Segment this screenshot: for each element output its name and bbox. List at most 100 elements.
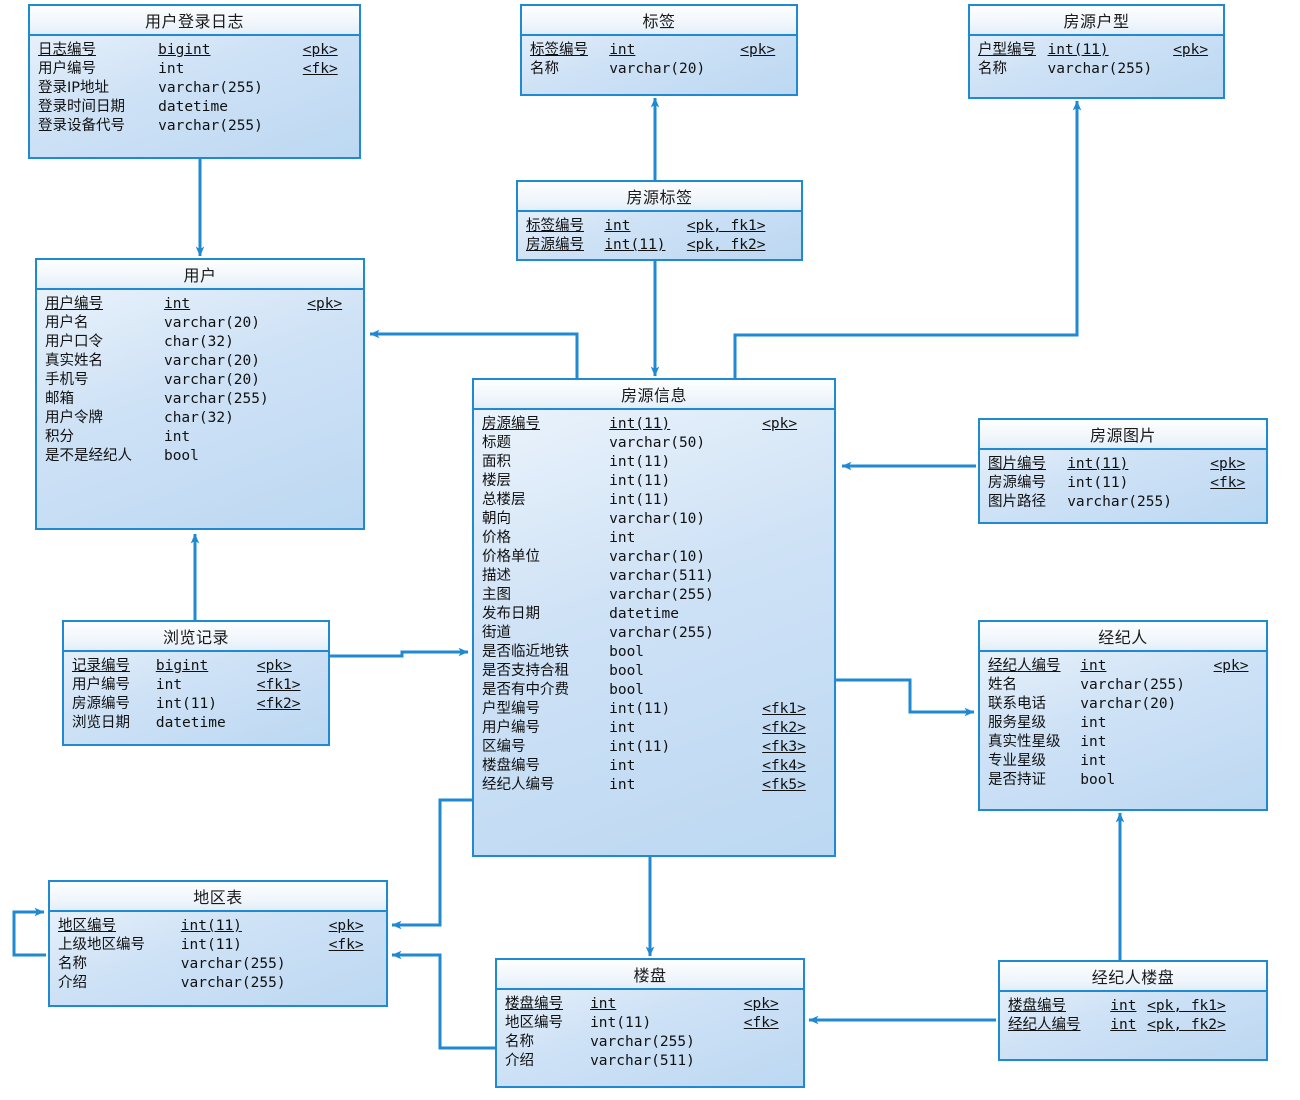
- attribute-name: 标签编号: [530, 42, 588, 58]
- attribute-key-badge: [762, 491, 826, 510]
- entity-house_layout[interactable]: 房源户型 户型编号 int(11) <pk> 名称 varchar(255): [968, 4, 1225, 99]
- attribute-key-badge: [1173, 60, 1215, 79]
- entity-body-house_layout: 户型编号 int(11) <pk> 名称 varchar(255): [970, 36, 1223, 85]
- entity-title-agent: 经纪人: [1098, 628, 1148, 647]
- attribute-type: varchar(20): [163, 372, 260, 388]
- attribute-row: 图片路径 varchar(255): [988, 493, 1258, 512]
- entity-body-house_tag: 标签编号 int <pk, fk1> 房源编号 int(11) <pk, fk2>: [518, 212, 801, 261]
- attribute-type: varchar(255): [1067, 494, 1172, 510]
- attribute-type: int(11): [590, 1015, 652, 1031]
- attribute-name: 名称: [978, 61, 1007, 77]
- attribute-type: int: [1080, 753, 1107, 769]
- entity-body-user_login_log: 日志编号 bigint <pk> 用户编号 int <fk> 登录IP地址 varchar(2…: [30, 36, 359, 142]
- entity-browse_record[interactable]: 浏览记录 记录编号 bigint <pk> 用户编号 int <fk1> 房源编号 int(11…: [62, 620, 330, 746]
- attribute-row: 发布日期 datetime: [482, 605, 826, 624]
- attribute-key-badge: <pk, fk1>: [686, 218, 766, 234]
- attribute-row: 标签编号 int <pk, fk1>: [526, 217, 793, 236]
- attribute-key-badge: <pk>: [743, 996, 779, 1012]
- attribute-type: datetime: [609, 606, 679, 622]
- attribute-name: 楼盘编号: [1008, 998, 1066, 1014]
- attribute-name: 真实性星级: [988, 734, 1061, 750]
- attribute-key-badge: <pk>: [302, 42, 338, 58]
- entity-house_image[interactable]: 房源图片 图片编号 int(11) <pk> 房源编号 int(11) <fk> 图片路径 va…: [978, 418, 1268, 524]
- attribute-type: int(11): [609, 739, 671, 755]
- attribute-row: 街道 varchar(255): [482, 624, 826, 643]
- attribute-type: int(11): [609, 416, 671, 432]
- attribute-key-badge: <pk>: [328, 918, 364, 934]
- link-region-self: [12, 907, 46, 957]
- attribute-key-badge: [307, 371, 355, 390]
- entity-agent_estate[interactable]: 经纪人楼盘 楼盘编号 int <pk, fk1> 经纪人编号 int <pk, fk2>: [998, 960, 1268, 1061]
- attribute-type: int: [1080, 715, 1107, 731]
- attribute-row: 经纪人编号 int <pk, fk2>: [1008, 1016, 1258, 1035]
- entity-body-estate: 楼盘编号 int <pk> 地区编号 int(11) <fk> 名称 varchar(255)…: [497, 990, 803, 1077]
- attribute-name: 楼盘编号: [505, 996, 563, 1012]
- entity-estate[interactable]: 楼盘 楼盘编号 int <pk> 地区编号 int(11) <fk> 名称 varchar(25…: [495, 958, 805, 1088]
- attribute-type: int: [1080, 734, 1107, 750]
- attribute-name: 总楼层: [482, 492, 526, 508]
- link-houseinfo-agent: [836, 678, 975, 717]
- attribute-type: int: [604, 218, 631, 234]
- attribute-name: 是否临近地铁: [482, 644, 569, 660]
- attribute-name: 地区编号: [505, 1015, 563, 1031]
- attribute-key-badge: <pk>: [256, 658, 292, 674]
- attribute-table: 日志编号 bigint <pk> 用户编号 int <fk> 登录IP地址 varchar(2…: [38, 41, 351, 136]
- attribute-row: 户型编号 int(11) <pk>: [978, 41, 1215, 60]
- attribute-name: 经纪人编号: [482, 777, 555, 793]
- entity-user[interactable]: 用户 用户编号 int <pk> 用户名 varchar(20) 用户口令 char(32) 真…: [35, 258, 365, 530]
- attribute-key-badge: [762, 662, 826, 681]
- attribute-key-badge: <fk>: [743, 1015, 779, 1031]
- attribute-name: 用户编号: [72, 677, 130, 693]
- entity-header-user: 用户: [37, 260, 363, 290]
- attribute-row: 标签编号 int <pk>: [530, 41, 788, 60]
- entity-header-estate: 楼盘: [497, 960, 803, 990]
- attribute-name: 图片编号: [988, 456, 1046, 472]
- attribute-type: bool: [609, 682, 645, 698]
- attribute-row: 专业星级 int: [988, 752, 1258, 771]
- attribute-type: int: [609, 720, 636, 736]
- attribute-row: 用户令牌 char(32): [45, 409, 355, 428]
- entity-body-agent_estate: 楼盘编号 int <pk, fk1> 经纪人编号 int <pk, fk2>: [1000, 992, 1266, 1041]
- link-browse-houseinfo: [330, 647, 469, 658]
- attribute-name: 介绍: [505, 1053, 534, 1069]
- attribute-type: int(11): [609, 454, 671, 470]
- entity-title-house_info: 房源信息: [620, 386, 687, 405]
- attribute-row: 面积 int(11): [482, 453, 826, 472]
- attribute-key-badge: [744, 1052, 795, 1071]
- entity-region[interactable]: 地区表 地区编号 int(11) <pk> 上级地区编号 int(11) <fk> 名称 var…: [48, 880, 388, 1007]
- entity-user_login_log[interactable]: 用户登录日志 日志编号 bigint <pk> 用户编号 int <fk> 登录IP地址 var…: [28, 4, 361, 159]
- attribute-key-badge: [329, 974, 378, 993]
- attribute-table: 标签编号 int <pk> 名称 varchar(20): [530, 41, 788, 79]
- attribute-key-badge: <pk>: [740, 42, 776, 58]
- entity-agent[interactable]: 经纪人 经纪人编号 int <pk> 姓名 varchar(255) 联系电话 varchar…: [978, 620, 1268, 811]
- attribute-key-badge: <fk1>: [256, 677, 301, 693]
- entity-house_tag[interactable]: 房源标签 标签编号 int <pk, fk1> 房源编号 int(11) <pk, fk2>: [516, 180, 803, 261]
- attribute-key-badge: <fk3>: [762, 739, 806, 755]
- attribute-type: int: [590, 996, 617, 1012]
- attribute-row: 楼盘编号 int <pk>: [505, 995, 795, 1014]
- attribute-name: 街道: [482, 625, 511, 641]
- attribute-type: datetime: [158, 99, 228, 115]
- attribute-key-badge: <pk>: [307, 296, 343, 312]
- attribute-key-badge: [762, 605, 826, 624]
- attribute-type: varchar(255): [163, 391, 269, 407]
- attribute-row: 经纪人编号 int <fk5>: [482, 776, 826, 795]
- entity-house_info[interactable]: 房源信息 房源编号 int(11) <pk> 标题 varchar(50) 面积 int(11…: [472, 378, 836, 857]
- attribute-type: int(11): [180, 937, 242, 953]
- entity-body-house_image: 图片编号 int(11) <pk> 房源编号 int(11) <fk> 图片路径 varcha…: [980, 450, 1266, 518]
- attribute-type: bool: [1080, 772, 1116, 788]
- attribute-row: 登录IP地址 varchar(255): [38, 79, 351, 98]
- attribute-name: 用户编号: [38, 61, 96, 77]
- attribute-name: 面积: [482, 454, 511, 470]
- entity-tag[interactable]: 标签 标签编号 int <pk> 名称 varchar(20): [520, 4, 798, 96]
- attribute-type: bigint: [158, 42, 211, 58]
- attribute-key-badge: [257, 714, 320, 733]
- attribute-row: 登录时间日期 datetime: [38, 98, 351, 117]
- attribute-name: 用户令牌: [45, 410, 103, 426]
- attribute-type: varchar(255): [1080, 677, 1186, 693]
- attribute-key-badge: [307, 409, 355, 428]
- attribute-key-badge: [762, 510, 826, 529]
- attribute-name: 户型编号: [978, 42, 1036, 58]
- attribute-key-badge: <fk>: [302, 61, 338, 77]
